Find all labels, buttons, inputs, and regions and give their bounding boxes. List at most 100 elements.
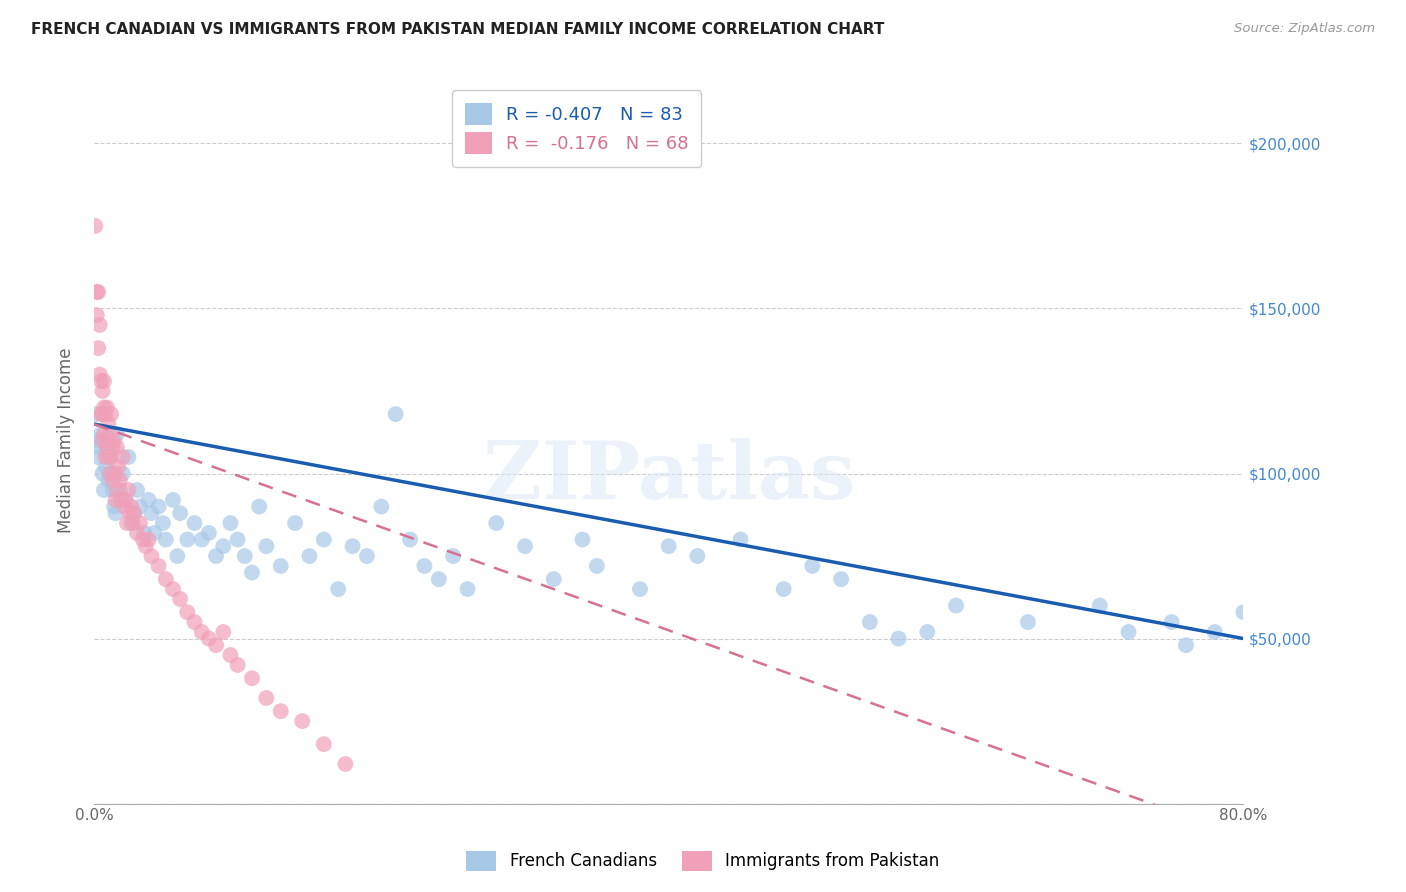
Point xyxy=(586,558,609,573)
Point xyxy=(543,572,565,586)
Point xyxy=(87,341,110,355)
Point xyxy=(86,285,108,299)
Point xyxy=(104,467,127,481)
Point xyxy=(312,533,335,547)
Point xyxy=(122,506,145,520)
Point xyxy=(370,500,392,514)
Point xyxy=(169,506,191,520)
Point xyxy=(101,440,124,454)
Point xyxy=(138,492,160,507)
Text: ZIPatlas: ZIPatlas xyxy=(482,438,855,516)
Point xyxy=(190,624,212,639)
Point xyxy=(97,450,120,464)
Point xyxy=(108,473,131,487)
Point xyxy=(134,525,156,540)
Point xyxy=(169,591,191,606)
Point xyxy=(101,483,124,497)
Point xyxy=(90,407,112,421)
Point xyxy=(115,516,138,530)
Point xyxy=(129,516,152,530)
Point xyxy=(98,467,121,481)
Point xyxy=(1088,599,1111,613)
Point xyxy=(730,533,752,547)
Point xyxy=(100,407,122,421)
Point xyxy=(335,757,357,772)
Point xyxy=(104,492,127,507)
Point xyxy=(104,506,127,520)
Point xyxy=(658,539,681,553)
Point xyxy=(212,539,235,553)
Point xyxy=(342,539,364,553)
Point xyxy=(830,572,852,586)
Point xyxy=(198,525,221,540)
Point xyxy=(198,632,221,646)
Point xyxy=(887,632,910,646)
Point xyxy=(97,473,120,487)
Point xyxy=(103,500,125,514)
Point xyxy=(413,558,436,573)
Point xyxy=(233,549,256,563)
Point xyxy=(89,368,111,382)
Point xyxy=(87,450,110,464)
Point xyxy=(125,525,148,540)
Point xyxy=(100,450,122,464)
Point xyxy=(87,285,110,299)
Point xyxy=(96,401,118,415)
Point xyxy=(859,615,882,629)
Point xyxy=(97,417,120,431)
Point xyxy=(356,549,378,563)
Point xyxy=(312,737,335,751)
Point xyxy=(212,624,235,639)
Point xyxy=(98,426,121,441)
Point xyxy=(114,492,136,507)
Point xyxy=(1232,605,1254,619)
Point xyxy=(628,582,651,596)
Point xyxy=(226,657,249,672)
Point xyxy=(155,533,177,547)
Point xyxy=(148,558,170,573)
Point xyxy=(93,401,115,415)
Point xyxy=(101,473,124,487)
Point xyxy=(254,691,277,706)
Point xyxy=(917,624,939,639)
Point xyxy=(105,440,128,454)
Point xyxy=(96,440,118,454)
Point xyxy=(441,549,464,563)
Point xyxy=(86,308,108,322)
Point xyxy=(93,483,115,497)
Legend: R = -0.407   N = 83, R =  -0.176   N = 68: R = -0.407 N = 83, R = -0.176 N = 68 xyxy=(453,90,702,167)
Point xyxy=(513,539,536,553)
Point xyxy=(1017,615,1039,629)
Point xyxy=(190,533,212,547)
Point xyxy=(135,539,157,553)
Point xyxy=(112,500,135,514)
Point xyxy=(1160,615,1182,629)
Point xyxy=(148,500,170,514)
Point xyxy=(132,533,155,547)
Point xyxy=(141,549,163,563)
Point xyxy=(100,467,122,481)
Point xyxy=(1175,638,1198,652)
Point xyxy=(111,450,134,464)
Point xyxy=(298,549,321,563)
Point xyxy=(114,492,136,507)
Point xyxy=(91,384,114,398)
Point xyxy=(118,506,141,520)
Point xyxy=(110,492,132,507)
Point xyxy=(1118,624,1140,639)
Y-axis label: Median Family Income: Median Family Income xyxy=(58,348,75,533)
Point xyxy=(89,440,111,454)
Point xyxy=(247,500,270,514)
Point xyxy=(94,450,117,464)
Point xyxy=(86,434,108,448)
Point xyxy=(84,219,107,233)
Point xyxy=(457,582,479,596)
Point xyxy=(284,516,307,530)
Point xyxy=(328,582,350,596)
Point xyxy=(427,572,450,586)
Point xyxy=(91,467,114,481)
Point xyxy=(120,516,142,530)
Point xyxy=(183,516,205,530)
Point xyxy=(240,671,263,685)
Point xyxy=(254,539,277,553)
